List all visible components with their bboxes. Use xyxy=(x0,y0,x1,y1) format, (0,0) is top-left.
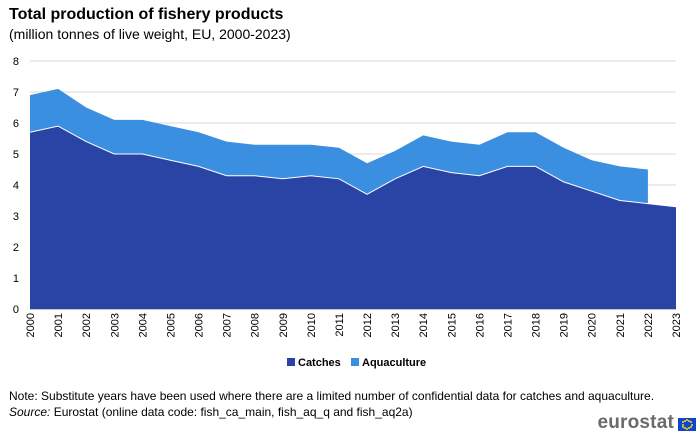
y-tick-label: 4 xyxy=(13,180,19,192)
y-tick-label: 8 xyxy=(13,56,19,68)
x-tick-label: 2002 xyxy=(81,313,93,337)
x-tick-label: 2023 xyxy=(671,313,683,337)
chart-subtitle: (million tonnes of live weight, EU, 2000… xyxy=(9,26,291,42)
y-tick-label: 7 xyxy=(13,87,19,99)
x-tick-label: 2013 xyxy=(390,313,402,337)
x-tick-label: 2007 xyxy=(222,313,234,337)
x-tick-label: 2018 xyxy=(531,313,543,337)
x-tick-label: 2014 xyxy=(418,313,430,337)
y-tick-label: 1 xyxy=(13,273,19,285)
x-tick-label: 2001 xyxy=(53,313,65,337)
source-text: Eurostat (online data code: fish_ca_main… xyxy=(50,405,413,419)
x-tick-label: 2016 xyxy=(474,313,486,337)
x-tick-label: 2022 xyxy=(643,313,655,337)
x-tick-label: 2017 xyxy=(502,313,514,337)
legend-label: Aquaculture xyxy=(362,357,426,369)
legend-label: Catches xyxy=(298,357,341,369)
x-tick-label: 2019 xyxy=(559,313,571,337)
series-area-aquaculture xyxy=(30,88,648,204)
y-tick-label: 0 xyxy=(13,304,19,316)
x-tick-label: 2008 xyxy=(250,313,262,337)
series-area-catches xyxy=(30,126,676,309)
footnote: Note: Substitute years have been used wh… xyxy=(9,389,655,403)
legend-swatch xyxy=(351,358,359,366)
y-tick-label: 6 xyxy=(13,118,19,130)
x-tick-label: 2003 xyxy=(109,313,121,337)
x-tick-label: 2011 xyxy=(334,313,346,337)
chart-title: Total production of fishery products xyxy=(9,6,284,23)
x-tick-label: 2009 xyxy=(278,313,290,337)
x-tick-label: 2004 xyxy=(137,313,149,337)
x-tick-label: 2012 xyxy=(362,313,374,337)
y-tick-label: 5 xyxy=(13,149,19,161)
eurostat-logo: eurostat xyxy=(597,412,674,433)
series-boundary-line xyxy=(29,125,677,208)
eu-flag-icon xyxy=(678,418,696,431)
source-label: Source: xyxy=(9,405,51,419)
x-tick-label: 2000 xyxy=(25,313,37,337)
x-tick-label: 2021 xyxy=(615,313,627,337)
x-tick-label: 2020 xyxy=(587,313,599,337)
y-tick-label: 2 xyxy=(13,242,19,254)
legend-swatch xyxy=(287,358,295,366)
x-tick-label: 2006 xyxy=(194,313,206,337)
source-line: Source: Eurostat (online data code: fish… xyxy=(9,405,413,419)
area-chart: 0 1 2 3 4 5 6 7 8 2000 2001 2002 2003 2004 2005 2006 200… xyxy=(13,56,683,369)
x-tick-label: 2005 xyxy=(165,313,177,337)
x-tick-label: 2010 xyxy=(306,313,318,337)
y-tick-label: 3 xyxy=(13,211,19,223)
x-tick-label: 2015 xyxy=(446,313,458,337)
